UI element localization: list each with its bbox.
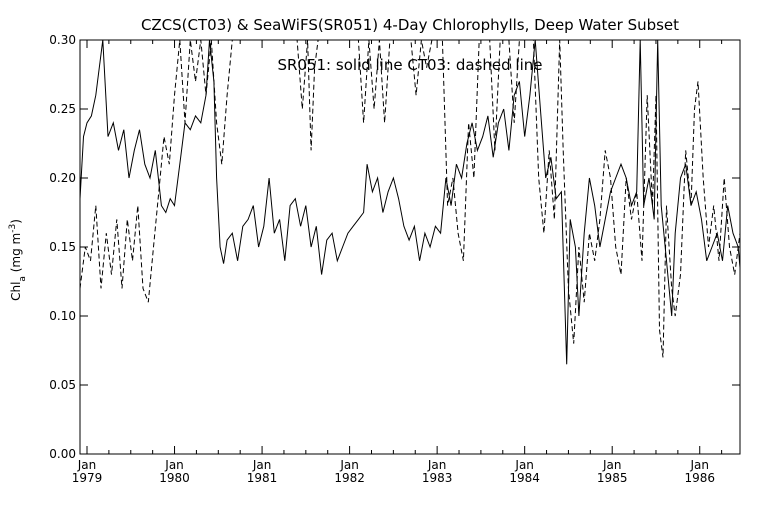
x-tick-year-label: 1983	[422, 471, 453, 485]
axes: 0.000.050.100.150.200.250.30Jan1979Jan19…	[49, 33, 740, 485]
x-tick-month-label: Jan	[514, 458, 534, 472]
x-tick-year-label: 1980	[159, 471, 190, 485]
x-tick-month-label: Jan	[339, 458, 359, 472]
y-axis-label: Chla (mg m-3)	[8, 219, 28, 301]
y-tick-label: 0.30	[49, 33, 76, 47]
y-label-base: Chl	[9, 282, 23, 301]
chart-title: CZCS(CT03) & SeaWiFS(SR051) 4-Day Chloro…	[141, 16, 679, 34]
x-tick-year-label: 1986	[684, 471, 715, 485]
y-tick-label: 0.05	[49, 378, 76, 392]
x-tick-year-label: 1982	[334, 471, 365, 485]
y-label-units-post: )	[9, 219, 23, 224]
y-tick-label: 0.00	[49, 447, 76, 461]
y-label-sub: a	[18, 276, 28, 282]
line-style-annotation: SR051: solid line CT03: dashed line	[277, 56, 542, 74]
x-tick-year-label: 1984	[509, 471, 540, 485]
y-tick-label: 0.10	[49, 309, 76, 323]
ct03-dashed-line	[80, 40, 740, 358]
y-tick-label: 0.20	[49, 171, 76, 185]
x-tick-month-label: Jan	[689, 458, 709, 472]
sr051-solid-line	[80, 40, 740, 365]
plot-area-frame	[79, 39, 741, 455]
x-tick-year-label: 1985	[597, 471, 628, 485]
x-tick-month-label: Jan	[164, 458, 184, 472]
y-tick-label: 0.15	[49, 240, 76, 254]
x-tick-month-label: Jan	[427, 458, 447, 472]
x-tick-month-label: Jan	[602, 458, 622, 472]
x-tick-month-label: Jan	[77, 458, 97, 472]
y-label-units-pre: (mg m	[9, 233, 23, 276]
y-tick-label: 0.25	[49, 102, 76, 116]
y-label-units-sup: -3	[8, 224, 18, 233]
series-group	[80, 40, 740, 365]
x-tick-year-label: 1979	[72, 471, 103, 485]
x-tick-month-label: Jan	[252, 458, 272, 472]
x-tick-year-label: 1981	[247, 471, 278, 485]
